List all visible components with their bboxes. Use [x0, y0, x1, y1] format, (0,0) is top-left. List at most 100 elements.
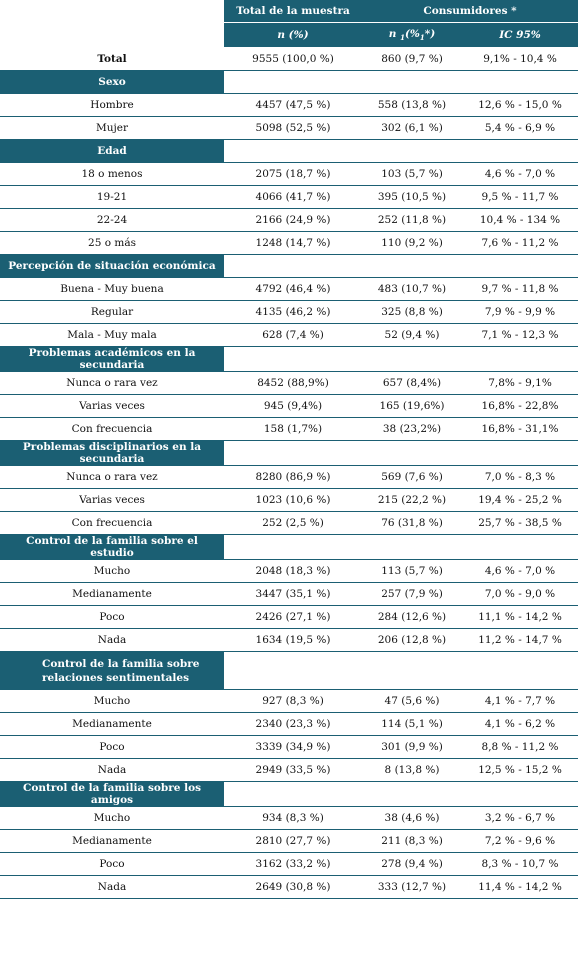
section-title: Edad: [0, 139, 224, 163]
section-fill: [224, 254, 578, 278]
row-label: Mala - Muy mala: [67, 329, 157, 341]
cell-n1: 257 (7,9 %): [381, 588, 443, 600]
table-header: Total de la muestra Consumidores * n (%)…: [0, 0, 578, 48]
subheader-n: n (%): [224, 22, 362, 48]
cell-n1: 103 (5,7 %): [381, 168, 443, 180]
cell-n1: 569 (7,6 %): [381, 471, 443, 483]
table-row: Mucho 2048 (18,3 %) 113 (5,7 %) 4,6 % - 7,0…: [0, 560, 578, 583]
row-label: Con frecuencia: [71, 423, 153, 435]
cell-n1: 325 (8,8 %): [381, 306, 443, 318]
cell-n: 3339 (34,9 %): [255, 741, 331, 753]
row-label: Nada: [97, 634, 127, 646]
cell-n: 4135 (46,2 %): [255, 306, 331, 318]
cell-n1: 278 (9,4 %): [381, 858, 443, 870]
table-row: Medianamente 3447 (35,1 %) 257 (7,9 %) 7,0 …: [0, 583, 578, 606]
section-header-row: Percepción de situación económica: [0, 254, 578, 278]
cell-n1: 483 (10,7 %): [377, 283, 447, 295]
cell-n: 4066 (41,7 %): [255, 191, 331, 203]
cell-n1: 76 (31,8 %): [381, 517, 443, 529]
section-header-row: Problemas académicos en la secundaria: [0, 346, 578, 372]
cell-n: 2075 (18,7 %): [255, 168, 331, 180]
cell-ic: 7,0 % - 8,3 %: [484, 470, 556, 483]
cell-ic: 12,5 % - 15,2 %: [478, 763, 562, 776]
section-header-row: Control de la familia sobre los amigos: [0, 781, 578, 807]
row-label: Poco: [99, 741, 125, 753]
cell-n1: 38 (23,2%): [382, 423, 442, 435]
table-row: Buena - Muy buena 4792 (46,4 %) 483 (10,7 …: [0, 278, 578, 301]
row-label: Nada: [97, 764, 127, 776]
cell-n: 4457 (47,5 %): [255, 99, 331, 111]
table-row: 25 o más 1248 (14,7 %) 110 (9,2 %) 7,6 % - …: [0, 232, 578, 255]
section-title: Control de la familia sobre relaciones se…: [0, 651, 224, 690]
cell-n1: 302 (6,1 %): [381, 122, 443, 134]
cell-ic: 9,7 % - 11,8 %: [481, 282, 559, 295]
cell-n1: 47 (5,6 %): [384, 695, 440, 707]
section-fill: [224, 651, 578, 690]
cell-n: 9555 (100,0 %): [252, 53, 334, 65]
total-row: Total 9555 (100,0 %) 860 (9,7 %) 9,1% - …: [0, 48, 578, 71]
table-row: Nunca o rara vez 8452 (88,9%) 657 (8,4%) 7,…: [0, 372, 578, 395]
cell-ic: 25,7 % - 38,5 %: [478, 516, 562, 529]
cell-ic: 8,8 % - 11,2 %: [481, 740, 559, 753]
table-row: Hombre 4457 (47,5 %) 558 (13,8 %) 12,6 % - …: [0, 94, 578, 117]
cell-n: 8452 (88,9%): [257, 377, 329, 389]
section-header-row: Sexo: [0, 70, 578, 94]
row-label: 19-21: [96, 191, 128, 203]
subheader-ic: IC 95%: [462, 22, 578, 48]
cell-n1: 113 (5,7 %): [381, 565, 443, 577]
cell-ic: 4,1 % - 6,2 %: [484, 717, 556, 730]
cell-ic: 4,1 % - 7,7 %: [484, 694, 556, 707]
table-row: Mujer 5098 (52,5 %) 302 (6,1 %) 5,4 % - 6,9…: [0, 117, 578, 140]
section-header-row: Control de la familia sobre relaciones se…: [0, 651, 578, 690]
cell-n: 945 (9,4%): [263, 400, 323, 412]
row-label: Hombre: [90, 99, 134, 111]
section-fill: [224, 534, 578, 560]
cell-n: 158 (1,7%): [263, 423, 323, 435]
row-label: Con frecuencia: [71, 517, 153, 529]
subheader-n1: n 1(%1*): [362, 22, 462, 48]
cell-n: 3162 (33,2 %): [255, 858, 331, 870]
table-row: Medianamente 2810 (27,7 %) 211 (8,3 %) 7,2 …: [0, 830, 578, 853]
cell-n: 2166 (24,9 %): [255, 214, 331, 226]
table-row: Nada 2649 (30,8 %) 333 (12,7 %) 11,4 % - 14…: [0, 876, 578, 899]
cell-n1: 114 (5,1 %): [381, 718, 443, 730]
section-title-line1: Control de la familia sobre: [42, 657, 200, 670]
table-row: Medianamente 2340 (23,3 %) 114 (5,1 %) 4,1 …: [0, 713, 578, 736]
cell-n: 934 (8,3 %): [262, 812, 324, 824]
cell-ic: 4,6 % - 7,0 %: [484, 564, 556, 577]
cell-ic: 7,0 % - 9,0 %: [484, 587, 556, 600]
table-row: Mucho 927 (8,3 %) 47 (5,6 %) 4,1 % - 7,7 %: [0, 690, 578, 713]
cell-ic: 7,9 % - 9,9 %: [484, 305, 556, 318]
row-label: Medianamente: [72, 718, 152, 730]
row-label: Varias veces: [79, 494, 145, 506]
header-consumidores: Consumidores *: [362, 0, 578, 23]
cell-ic: 12,6 % - 15,0 %: [478, 98, 562, 111]
cell-ic: 16,8% - 22,8%: [481, 399, 559, 412]
section-fill: [224, 139, 578, 163]
cell-n1: 110 (9,2 %): [381, 237, 443, 249]
table-row: Mucho 934 (8,3 %) 38 (4,6 %) 3,2 % - 6,7 %: [0, 807, 578, 830]
cell-n1: 301 (9,9 %): [381, 741, 443, 753]
row-label: Buena - Muy buena: [60, 283, 164, 295]
row-label: Nunca o rara vez: [66, 471, 158, 483]
cell-ic: 9,1% - 10,4 %: [483, 52, 557, 65]
cell-n1: 657 (8,4%): [382, 377, 442, 389]
cell-ic: 5,4 % - 6,9 %: [484, 121, 556, 134]
table-row: 18 o menos 2075 (18,7 %) 103 (5,7 %) 4,6 % …: [0, 163, 578, 186]
cell-n1: 8 (13,8 %): [384, 764, 440, 776]
section-fill: [224, 440, 578, 466]
row-label: Poco: [99, 611, 125, 623]
cell-n: 2810 (27,7 %): [255, 835, 331, 847]
cell-n1: 860 (9,7 %): [381, 53, 443, 65]
cell-n1: 206 (12,8 %): [377, 634, 447, 646]
row-label: Varias veces: [79, 400, 145, 412]
table-row: Poco 2426 (27,1 %) 284 (12,6 %) 11,1 % - 14…: [0, 606, 578, 629]
section-header-row: Problemas disciplinarios en la secundari…: [0, 440, 578, 466]
row-label: Nada: [97, 881, 127, 893]
cell-ic: 16,8% - 31,1%: [481, 422, 559, 435]
section-title: Control de la familia sobre el estudio: [0, 534, 224, 560]
cell-n: 2949 (33,5 %): [255, 764, 331, 776]
cell-n1: 395 (10,5 %): [377, 191, 447, 203]
table-row: Varias veces 1023 (10,6 %) 215 (22,2 %) 19,…: [0, 489, 578, 512]
cell-ic: 19,4 % - 25,2 %: [478, 493, 562, 506]
